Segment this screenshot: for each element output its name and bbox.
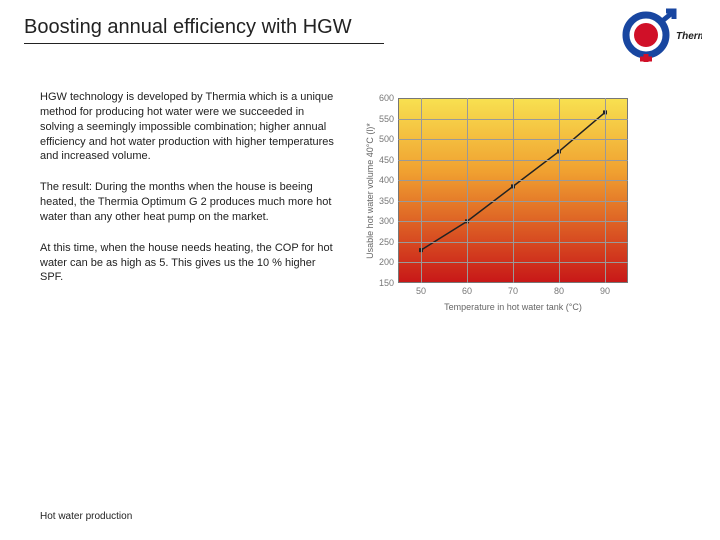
x-axis-label: Temperature in hot water tank (°C) — [398, 302, 628, 312]
title-underline — [24, 43, 384, 44]
brand-text: Thermia — [676, 31, 702, 42]
x-tick-label: 60 — [462, 286, 472, 296]
paragraph-1: HGW technology is developed by Thermia w… — [40, 90, 340, 164]
paragraph-2: The result: During the months when the h… — [40, 180, 340, 225]
y-tick-label: 200 — [360, 257, 394, 267]
page-title: Boosting annual efficiency with HGW — [24, 16, 696, 39]
y-tick-label: 500 — [360, 134, 394, 144]
x-tick-label: 80 — [554, 286, 564, 296]
x-gridline — [605, 98, 606, 283]
text-column: HGW technology is developed by Thermia w… — [40, 90, 340, 320]
y-tick-label: 600 — [360, 93, 394, 103]
x-gridline — [467, 98, 468, 283]
y-tick-label: 450 — [360, 155, 394, 165]
chart: Usable hot water volume 40°C (l)* Temper… — [360, 90, 640, 320]
y-tick-label: 400 — [360, 175, 394, 185]
x-tick-label: 90 — [600, 286, 610, 296]
x-tick-label: 70 — [508, 286, 518, 296]
y-tick-label: 150 — [360, 278, 394, 288]
x-gridline — [421, 98, 422, 283]
y-tick-label: 250 — [360, 237, 394, 247]
brand-logo: Thermia — [620, 8, 702, 62]
chart-column: Usable hot water volume 40°C (l)* Temper… — [360, 90, 660, 320]
footer-label: Hot water production — [40, 511, 132, 522]
y-tick-label: 550 — [360, 114, 394, 124]
x-gridline — [559, 98, 560, 283]
content-area: HGW technology is developed by Thermia w… — [0, 50, 720, 320]
y-tick-label: 300 — [360, 216, 394, 226]
x-tick-label: 50 — [416, 286, 426, 296]
y-tick-label: 350 — [360, 196, 394, 206]
paragraph-3: At this time, when the house needs heati… — [40, 241, 340, 286]
header: Boosting annual efficiency with HGW Ther… — [0, 0, 720, 50]
x-gridline — [513, 98, 514, 283]
